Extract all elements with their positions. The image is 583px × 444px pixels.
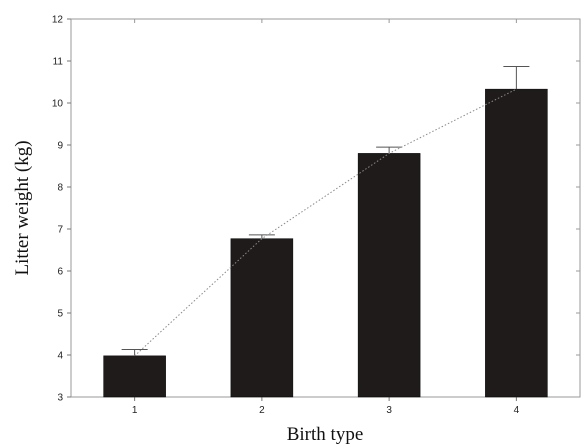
bar-3 bbox=[357, 153, 421, 398]
y-tick-label: 3 bbox=[57, 393, 63, 404]
x-tick-label: 4 bbox=[514, 405, 520, 416]
error-bars bbox=[121, 65, 530, 356]
y-tick-label: 6 bbox=[57, 267, 63, 278]
bars bbox=[103, 88, 548, 398]
bar-2 bbox=[230, 238, 294, 398]
y-tick-label: 4 bbox=[57, 351, 63, 362]
plot-frame bbox=[70, 18, 581, 398]
y-tick-label: 5 bbox=[57, 309, 63, 320]
x-tick-label: 2 bbox=[259, 405, 265, 416]
y-axis-title: Litter weight (kg) bbox=[12, 140, 33, 275]
x-axis-title: Birth type bbox=[287, 424, 364, 444]
bar-4 bbox=[485, 88, 548, 398]
y-axis: 3 4 5 6 7 8 9 10 11 12 bbox=[52, 15, 580, 404]
y-tick-label: 9 bbox=[57, 141, 63, 152]
y-tick-label: 12 bbox=[52, 15, 64, 26]
y-tick-label: 7 bbox=[57, 225, 63, 236]
bar-1 bbox=[103, 355, 166, 398]
y-tick-label: 11 bbox=[53, 57, 64, 68]
x-tick-label: 3 bbox=[386, 405, 392, 416]
trend-line bbox=[134, 88, 517, 357]
y-tick-label: 8 bbox=[57, 183, 63, 194]
x-axis: 1 2 3 4 bbox=[132, 19, 520, 416]
x-tick-label: 1 bbox=[132, 405, 138, 416]
y-tick-label: 10 bbox=[52, 99, 64, 110]
